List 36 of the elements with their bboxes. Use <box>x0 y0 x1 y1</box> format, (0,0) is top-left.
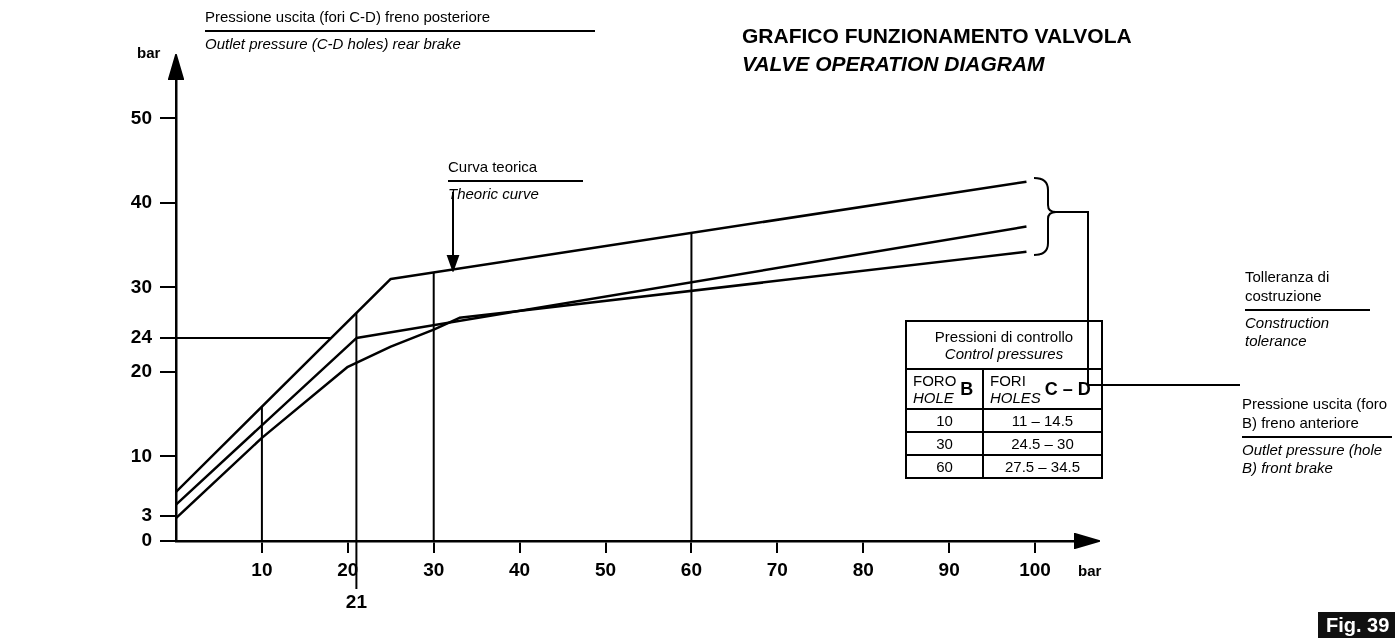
annotation: 27.5 – 34.5 <box>983 455 1102 478</box>
y-tick-label: 3 <box>141 503 152 525</box>
x-tick-label: 90 <box>938 558 960 580</box>
annotation: 10 <box>906 409 983 432</box>
annotation: 11 – 14.5 <box>983 409 1102 432</box>
x-tick-label: 100 <box>1019 558 1051 580</box>
text: Pressione uscita (foro B) freno anteriore Outlet pressure (hole B) front brake <box>1242 395 1389 478</box>
x-tick-label: 10 <box>251 558 273 580</box>
annotation: 24.5 – 30 <box>983 432 1102 455</box>
y-axis-title: Pressione uscita (fori C-D) freno posteriore Outlet pressure (C-D holes) rear brake <box>205 8 492 54</box>
annotation: 30 <box>906 432 983 455</box>
y-tick-label: 40 <box>130 191 152 213</box>
x-tick-label: 50 <box>594 558 617 580</box>
text: Tolleranza di costruzione Construction tolerance <box>1245 268 1331 351</box>
annotation: 60 <box>906 455 983 478</box>
text: bar <box>137 44 161 63</box>
y-tick-label: 30 <box>130 275 152 297</box>
y-tick-label: 20 <box>130 360 152 382</box>
x-tick-label: 60 <box>680 558 702 580</box>
x-tick-label: 70 <box>766 558 788 580</box>
ref-line-label: 21 <box>345 590 368 612</box>
text: bar <box>1078 562 1102 581</box>
annotation: FORI HOLES <box>990 372 1041 406</box>
x-tick-label: 30 <box>423 558 445 580</box>
caption: Fig. 39 <box>1318 612 1395 638</box>
y-tick-label: 24 <box>130 326 153 348</box>
chart-title: GRAFICO FUNZIONAMENTO VALVOLA <box>742 24 1132 48</box>
y-tick-label: 50 <box>130 106 152 128</box>
y-tick-label: 0 <box>141 529 152 551</box>
annotation: FORO HOLE <box>913 372 957 406</box>
chart-subtitle: VALVE OPERATION DIAGRAM <box>742 52 1045 76</box>
annotation: Pressioni di controllo Control pressures <box>933 328 1075 362</box>
x-tick-label: 80 <box>852 558 874 580</box>
y-tick-label: 10 <box>130 444 152 466</box>
annotation: B <box>960 378 974 399</box>
x-tick-label: 40 <box>509 558 531 580</box>
